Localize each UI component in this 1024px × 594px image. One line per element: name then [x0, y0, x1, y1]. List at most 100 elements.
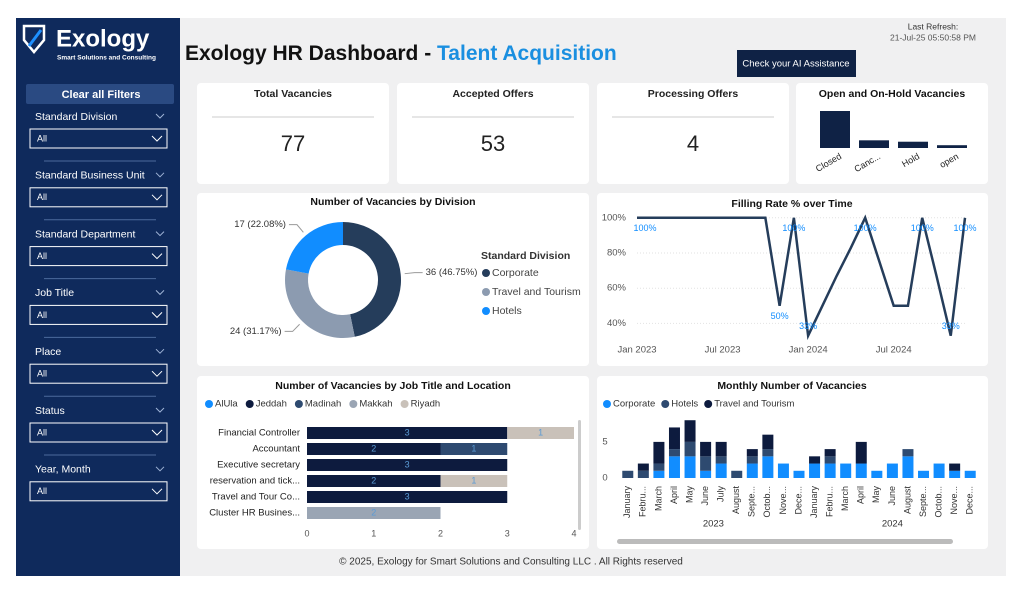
chevron [155, 231, 165, 237]
x-tick-label: Febru... [638, 486, 648, 517]
bar [859, 140, 889, 148]
bar-segment [902, 456, 914, 478]
x-tick-label: April [669, 486, 679, 504]
legend-label: Hotels [492, 305, 522, 317]
footer: © 2025, Exology for Smart Solutions and … [339, 557, 683, 568]
legend-swatch [205, 400, 213, 408]
kpi-value: 4 [687, 131, 699, 156]
x-tick-label: Septe... [747, 486, 757, 517]
bar-segment [653, 463, 665, 471]
legend-swatch [603, 400, 611, 408]
data-label: 100% [633, 223, 656, 233]
bar-segment [746, 463, 758, 478]
filter-dropdown[interactable] [29, 128, 168, 149]
filter-value: All [37, 310, 47, 320]
chevron [151, 253, 163, 260]
line [637, 214, 967, 341]
chevron [155, 348, 165, 354]
bar-segment [855, 441, 867, 464]
filter-label: Status [35, 405, 65, 417]
kpi-title: Total Vacancies [254, 88, 332, 100]
leader-line [404, 272, 423, 275]
bar-segment [824, 456, 836, 464]
chart-title: Monthly Number of Vacancies [717, 380, 867, 392]
y-tick-label: 40% [607, 318, 627, 329]
filter-dropdown[interactable] [29, 187, 168, 208]
bar-segment [809, 463, 821, 478]
scrollbar[interactable] [578, 420, 581, 530]
legend-swatch [245, 400, 254, 408]
x-tick-label: March [653, 486, 663, 511]
legend-swatch [294, 400, 303, 408]
sidebar [16, 18, 180, 576]
filter-label: Place [35, 346, 61, 358]
x-tick-label: June [887, 486, 897, 506]
ai-button-label[interactable]: Check your AI Assistance [742, 59, 849, 70]
scrollbar[interactable] [617, 539, 953, 544]
logo-icon [22, 24, 46, 54]
title-main: Exology HR Dashboard - [185, 42, 437, 65]
filter-value: All [37, 192, 47, 202]
filter-dropdown[interactable] [29, 363, 168, 384]
donut-slice [343, 222, 402, 337]
y-tick-label: Accountant [252, 444, 300, 455]
bar [898, 141, 928, 148]
chevron [155, 113, 165, 119]
bar-segment [918, 470, 930, 478]
x-tick-label: Jan 2023 [617, 345, 656, 356]
data-label: 1 [471, 475, 476, 485]
bar-segment [668, 449, 680, 457]
bar-segment [307, 491, 508, 503]
bar-segment [762, 456, 774, 478]
x-tick-label: April [856, 486, 866, 504]
bar-segment [715, 456, 727, 464]
x-group-label: 2024 [882, 519, 903, 530]
filter-dropdown[interactable] [29, 422, 168, 443]
filter-dropdown[interactable] [29, 481, 168, 502]
bar-segment [684, 420, 696, 442]
y-tick-label: 60% [607, 283, 627, 294]
ai-button[interactable] [737, 50, 856, 77]
bar-segment [871, 470, 883, 478]
bar-segment [700, 441, 712, 457]
bar-segment [653, 470, 665, 478]
clear-filters-label[interactable]: Clear all Filters [62, 89, 141, 101]
y-tick-label: 80% [607, 248, 627, 259]
donut-slice [285, 269, 355, 339]
bar-segment [622, 470, 634, 478]
x-tick-label: June [700, 486, 710, 506]
legend-swatch [400, 400, 409, 408]
clear-filters[interactable] [26, 84, 174, 104]
legend-label: Travel and Tourism [714, 399, 794, 410]
data-label: 24 (31.17%) [230, 326, 282, 337]
leader-line [284, 323, 300, 332]
legend-label: Madinah [305, 399, 341, 410]
bar-segment [307, 475, 441, 487]
filter-dropdown[interactable] [29, 246, 168, 267]
bar-segment [964, 470, 976, 478]
y-tick-label: Cluster HR Busines... [209, 508, 300, 519]
bar-segment [684, 456, 696, 478]
legend-swatch [482, 269, 490, 277]
bar-segment [824, 463, 836, 478]
bar-segment [824, 449, 836, 457]
filter-dropdown[interactable] [29, 304, 168, 325]
chevron [151, 194, 163, 201]
bar-segment [793, 470, 805, 478]
logo-text: Exology [56, 25, 150, 52]
data-label: 2 [371, 507, 376, 517]
chart-title: Filling Rate % over Time [731, 198, 852, 210]
x-tick-label: Febru... [825, 486, 835, 517]
legend-swatch [704, 400, 713, 408]
data-label: 36 (46.75%) [426, 267, 478, 278]
filter-label: Year, Month [35, 464, 91, 476]
x-group-label: 2023 [703, 519, 724, 530]
kpi-card [397, 83, 589, 184]
data-label: 3 [405, 459, 410, 469]
legend-label: Corporate [492, 267, 539, 279]
x-tick-label: May [871, 486, 881, 504]
bar-segment [731, 470, 743, 478]
filter-label: Standard Department [35, 228, 135, 240]
